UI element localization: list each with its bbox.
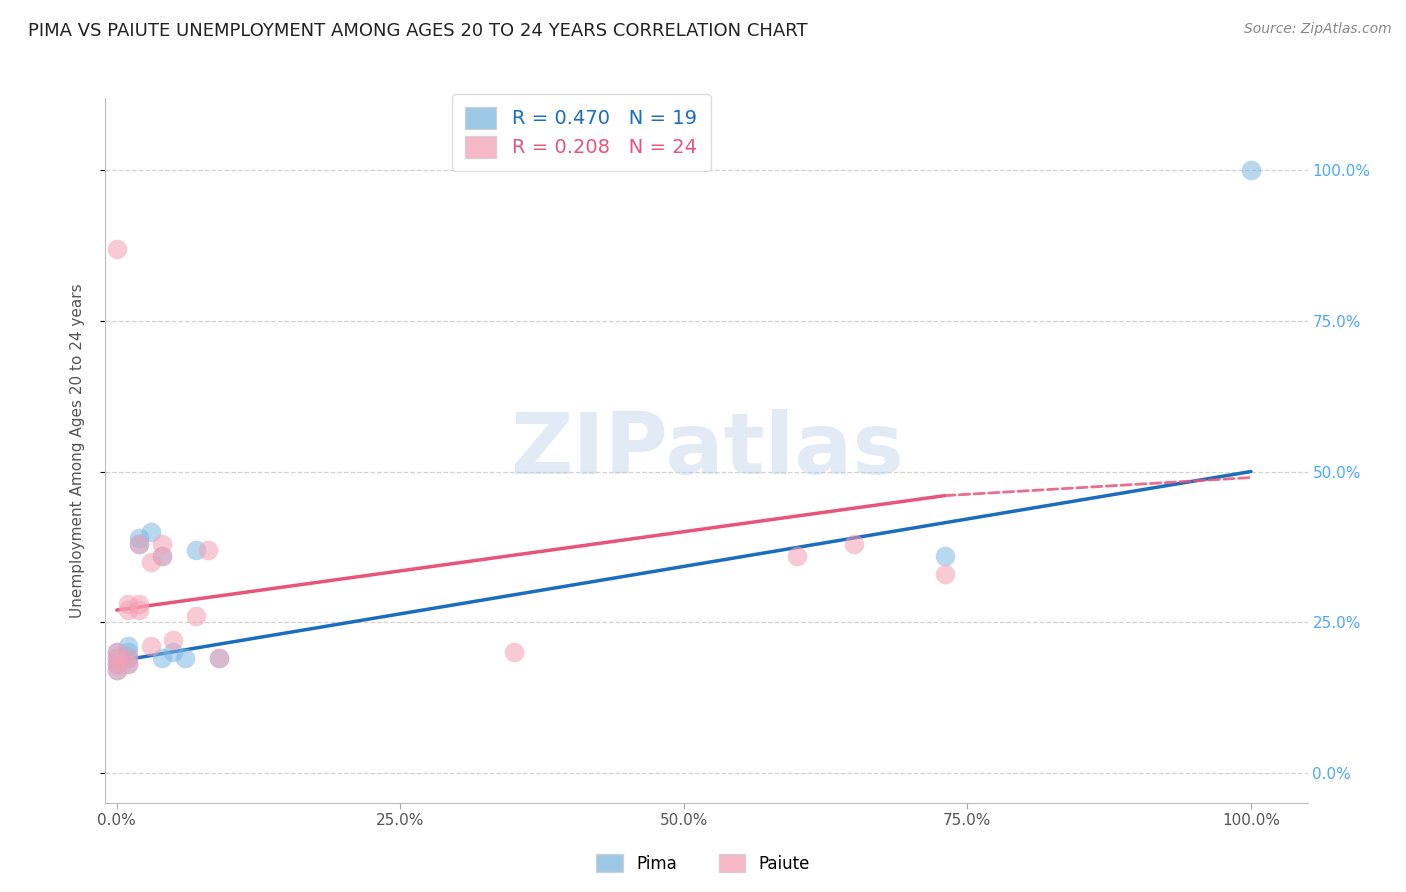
Point (150, 651, 173, 665)
Point (105, 645, 128, 659)
Point (934, 549, 956, 563)
Point (139, 639, 162, 653)
Point (186, 609, 208, 624)
Point (117, 651, 139, 665)
Text: ZIPatlas: ZIPatlas (509, 409, 904, 492)
Point (502, 645, 524, 659)
Text: PIMA VS PAIUTE UNEMPLOYMENT AMONG AGES 20 TO 24 YEARS CORRELATION CHART: PIMA VS PAIUTE UNEMPLOYMENT AMONG AGES 2… (28, 22, 807, 40)
Point (105, 657, 128, 672)
Point (128, 603, 150, 617)
Point (150, 549, 173, 563)
Point (786, 549, 808, 563)
Point (105, 663, 128, 677)
Point (1240, 163, 1263, 178)
Point (934, 566, 956, 581)
Point (117, 603, 139, 617)
Point (139, 555, 162, 569)
Point (117, 657, 139, 672)
Point (173, 651, 195, 665)
Legend: R = 0.470   N = 19, R = 0.208   N = 24: R = 0.470 N = 19, R = 0.208 N = 24 (451, 94, 710, 171)
Point (128, 597, 150, 611)
Point (128, 537, 150, 551)
Point (186, 542, 208, 557)
Point (208, 651, 231, 665)
Point (105, 242, 128, 256)
Point (117, 657, 139, 672)
Point (197, 542, 219, 557)
Legend: Pima, Paiute: Pima, Paiute (589, 847, 817, 880)
Point (128, 537, 150, 551)
Point (150, 537, 173, 551)
Point (139, 524, 162, 539)
Point (105, 663, 128, 677)
Point (117, 597, 139, 611)
Point (105, 645, 128, 659)
Point (162, 633, 184, 648)
Point (117, 651, 139, 665)
Text: Source: ZipAtlas.com: Source: ZipAtlas.com (1244, 22, 1392, 37)
Point (117, 639, 139, 653)
Point (208, 651, 231, 665)
Point (842, 537, 865, 551)
Point (117, 645, 139, 659)
Point (105, 651, 128, 665)
Point (150, 549, 173, 563)
Point (105, 657, 128, 672)
Point (105, 651, 128, 665)
Point (162, 645, 184, 659)
Y-axis label: Unemployment Among Ages 20 to 24 years: Unemployment Among Ages 20 to 24 years (70, 283, 84, 618)
Point (128, 531, 150, 545)
